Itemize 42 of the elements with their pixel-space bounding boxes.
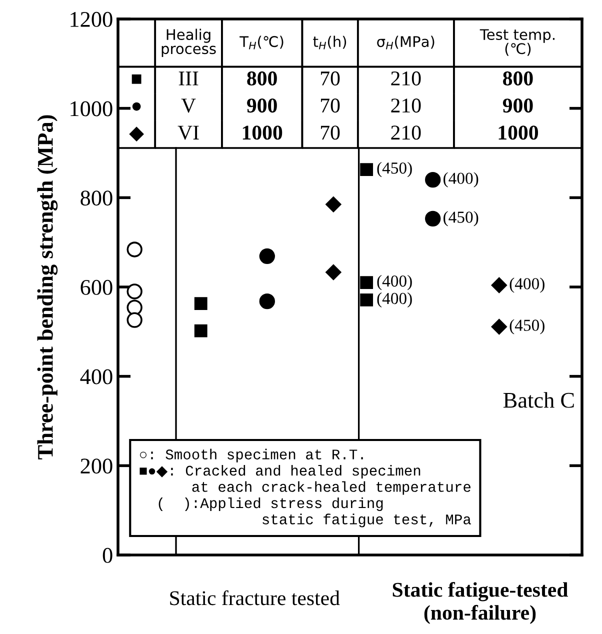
y-tick-label: 800 — [80, 190, 112, 206]
annotation: 210 — [391, 126, 421, 140]
annotation: ■ — [132, 74, 142, 84]
series-label: (450) — [510, 319, 544, 334]
annotation: T$_{H}$(℃) — [240, 36, 284, 50]
legend-label: (400) — [510, 278, 544, 293]
annotation: 1000 — [242, 126, 282, 140]
annotation: Test temp. (℃) — [480, 29, 554, 56]
annotation: 800 — [503, 71, 533, 86]
annotation: ● — [132, 102, 141, 111]
annotation: ◆ — [129, 126, 144, 142]
series-label: (400) — [377, 274, 412, 290]
annotation: III — [178, 72, 198, 86]
annotation: Healig process — [162, 28, 216, 57]
annotation: t$_{H}$(h) — [313, 36, 346, 50]
annotation: 900 — [247, 98, 277, 113]
annotation: 900 — [502, 98, 533, 113]
annotation: σ$_{H}$(MPa) — [377, 36, 434, 50]
annotation: Batch C — [503, 392, 574, 408]
annotation: 210 — [391, 71, 421, 86]
y-tick-label: 0 — [102, 548, 112, 563]
y-tick-label: 1000 — [70, 101, 112, 116]
y-axis-title: Three-point bending strength (MPa) — [37, 115, 58, 460]
text: Static fracture tested — [170, 590, 340, 606]
y-tick-label: 600 — [80, 280, 112, 295]
annotation: 210 — [391, 98, 421, 113]
annotation: 70 — [321, 126, 340, 140]
y-tick-label: 1200 — [70, 12, 112, 27]
annotation: VI — [178, 126, 199, 140]
series-label: (400) — [377, 292, 412, 308]
annotation: ○: Smooth specimen at R.T. ■●◆: Cracked and healed specimen at each crack-healed temperature ( ):Applied stress during static fatigue test, MPa — [140, 448, 471, 528]
annotation: 1000 — [498, 126, 538, 140]
annotation: V — [181, 98, 196, 113]
annotation: 70 — [321, 71, 340, 86]
y-tick-label: 400 — [80, 369, 112, 384]
annotation: 70 — [321, 98, 340, 113]
series-label: (400) — [444, 172, 478, 188]
annotation: 800 — [247, 71, 277, 86]
series-label: (450) — [377, 162, 412, 178]
text: Static fatigue-tested (non-failure) — [392, 582, 568, 624]
y-tick-label: 200 — [80, 458, 112, 474]
series-label: (450) — [444, 211, 478, 226]
